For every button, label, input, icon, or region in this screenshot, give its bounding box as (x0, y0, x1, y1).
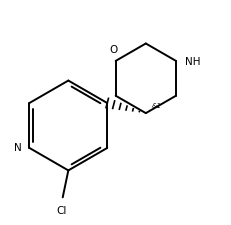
Text: &1: &1 (152, 102, 161, 108)
Text: N: N (14, 142, 21, 152)
Text: NH: NH (185, 57, 201, 67)
Text: Cl: Cl (56, 205, 67, 215)
Text: O: O (109, 45, 118, 54)
